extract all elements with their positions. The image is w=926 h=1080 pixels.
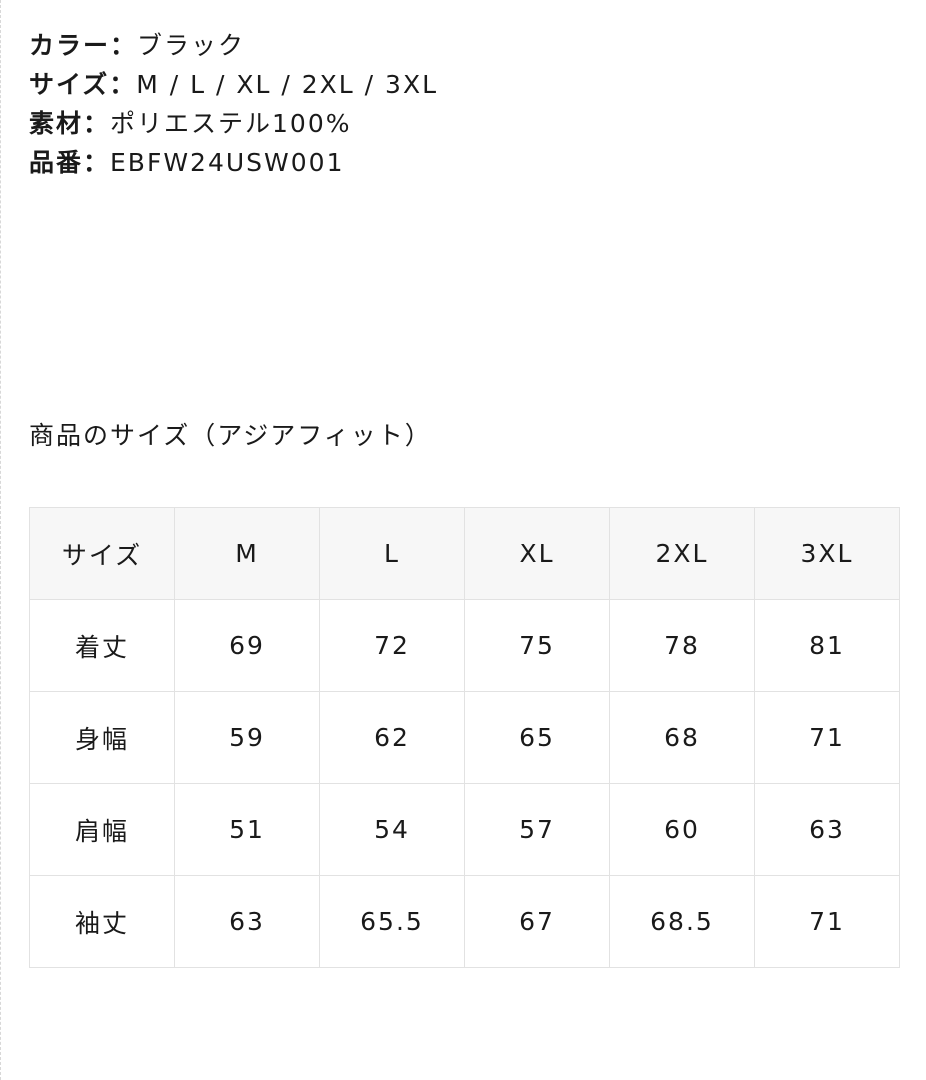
table-cell: 65	[464, 691, 610, 784]
table-cell: 63	[754, 783, 900, 876]
table-cell: 71	[754, 691, 900, 784]
row-label-cell: 身幅	[29, 691, 175, 784]
table-cell: 68.5	[609, 875, 755, 968]
row-label-cell: 袖丈	[29, 875, 175, 968]
table-row: 肩幅 51 54 57 60 63	[29, 783, 900, 876]
table-cell: 2XL	[609, 507, 755, 600]
row-label-cell: 肩幅	[29, 783, 175, 876]
table-cell: L	[319, 507, 465, 600]
table-header-row: サイズ M L XL 2XL 3XL	[29, 507, 900, 600]
table-cell: 75	[464, 599, 610, 692]
table-cell: 63	[174, 875, 320, 968]
table-cell: 69	[174, 599, 320, 692]
table-cell: XL	[464, 507, 610, 600]
table-cell: 78	[609, 599, 755, 692]
row-label-cell: 着丈	[29, 599, 175, 692]
table-cell: 54	[319, 783, 465, 876]
spec-product-number: 品番：EBFW24USW001	[29, 148, 345, 177]
spec-color: カラー：ブラック	[29, 31, 246, 60]
table-cell: 59	[174, 691, 320, 784]
table-cell: 72	[319, 599, 465, 692]
table-row: 袖丈 63 65.5 67 68.5 71	[29, 875, 900, 968]
table-cell: 51	[174, 783, 320, 876]
table-cell: M	[174, 507, 320, 600]
product-specs: カラー：ブラック サイズ：M / L / XL / 2XL / 3XL 素材：ポ…	[29, 26, 438, 182]
table-cell: 3XL	[754, 507, 900, 600]
size-table-title: 商品のサイズ（アジアフィット）	[29, 421, 432, 450]
table-cell: 62	[319, 691, 465, 784]
row-label-cell: サイズ	[29, 507, 175, 600]
table-row: 着丈 69 72 75 78 81	[29, 599, 900, 692]
table-cell: 65.5	[319, 875, 465, 968]
spec-material: 素材：ポリエステル100%	[29, 109, 352, 138]
table-row: 身幅 59 62 65 68 71	[29, 691, 900, 784]
table-cell: 57	[464, 783, 610, 876]
table-cell: 67	[464, 875, 610, 968]
size-table: サイズ M L XL 2XL 3XL 着丈 69 72 75 78 81 身幅 59 62 65 68 71 肩幅 5…	[29, 507, 900, 968]
table-cell: 68	[609, 691, 755, 784]
table-cell: 71	[754, 875, 900, 968]
spec-size: サイズ：M / L / XL / 2XL / 3XL	[29, 70, 439, 99]
table-cell: 81	[754, 599, 900, 692]
table-cell: 60	[609, 783, 755, 876]
